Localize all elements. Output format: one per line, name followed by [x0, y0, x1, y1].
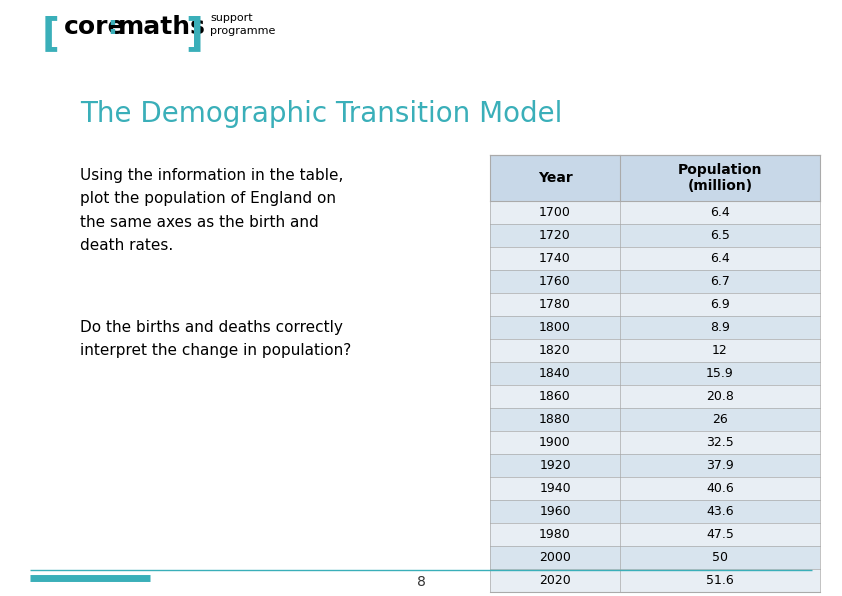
Text: Do the births and deaths correctly
interpret the change in population?: Do the births and deaths correctly inter…: [80, 320, 351, 358]
Text: 1860: 1860: [539, 390, 571, 403]
Text: 12: 12: [712, 344, 727, 357]
Text: ]: ]: [185, 15, 203, 53]
Text: The Demographic Transition Model: The Demographic Transition Model: [80, 100, 562, 128]
Bar: [490, 362, 820, 385]
Text: 1900: 1900: [539, 436, 571, 449]
Bar: [490, 201, 820, 224]
Text: Population
(million): Population (million): [678, 163, 762, 193]
Text: 1740: 1740: [539, 252, 571, 265]
Bar: [490, 523, 820, 546]
Bar: [490, 431, 820, 454]
Bar: [490, 316, 820, 339]
Text: 1720: 1720: [539, 229, 571, 242]
Text: 1760: 1760: [539, 275, 571, 288]
Bar: [490, 293, 820, 316]
Bar: [490, 454, 820, 477]
Text: 51.6: 51.6: [706, 574, 734, 587]
Text: [: [: [42, 15, 60, 53]
Text: 15.9: 15.9: [706, 367, 734, 380]
Bar: [490, 385, 820, 408]
Text: :: :: [107, 15, 117, 39]
Text: 47.5: 47.5: [706, 528, 734, 541]
Text: 6.9: 6.9: [710, 298, 730, 311]
Text: 6.4: 6.4: [710, 206, 730, 219]
Text: 2020: 2020: [539, 574, 571, 587]
Bar: [490, 247, 820, 270]
Text: 8: 8: [417, 575, 425, 589]
Text: 26: 26: [712, 413, 727, 426]
Text: 1800: 1800: [539, 321, 571, 334]
Text: Year: Year: [538, 171, 573, 185]
Text: 6.5: 6.5: [710, 229, 730, 242]
Text: 8.9: 8.9: [710, 321, 730, 334]
Text: Using the information in the table,
plot the population of England on
the same a: Using the information in the table, plot…: [80, 168, 344, 253]
Text: 1980: 1980: [539, 528, 571, 541]
Text: 1940: 1940: [539, 482, 571, 495]
Text: 1960: 1960: [539, 505, 571, 518]
Text: 50: 50: [712, 551, 728, 564]
Text: 37.9: 37.9: [706, 459, 734, 472]
Text: 6.4: 6.4: [710, 252, 730, 265]
Text: 6.7: 6.7: [710, 275, 730, 288]
Text: 1700: 1700: [539, 206, 571, 219]
Text: 40.6: 40.6: [706, 482, 734, 495]
Bar: [490, 546, 820, 569]
Text: support
programme: support programme: [210, 13, 275, 36]
Bar: [490, 408, 820, 431]
Bar: [490, 224, 820, 247]
Text: 43.6: 43.6: [706, 505, 734, 518]
Bar: [490, 477, 820, 500]
Text: 32.5: 32.5: [706, 436, 734, 449]
Bar: [490, 339, 820, 362]
Text: 2000: 2000: [539, 551, 571, 564]
Bar: [490, 569, 820, 592]
Text: 1880: 1880: [539, 413, 571, 426]
Text: 20.8: 20.8: [706, 390, 734, 403]
Bar: [490, 270, 820, 293]
Text: 1820: 1820: [539, 344, 571, 357]
Bar: [490, 500, 820, 523]
Text: core: core: [64, 15, 125, 39]
Bar: [490, 155, 820, 201]
Text: maths: maths: [118, 15, 206, 39]
Text: 1920: 1920: [539, 459, 571, 472]
Text: 1840: 1840: [539, 367, 571, 380]
Text: 1780: 1780: [539, 298, 571, 311]
